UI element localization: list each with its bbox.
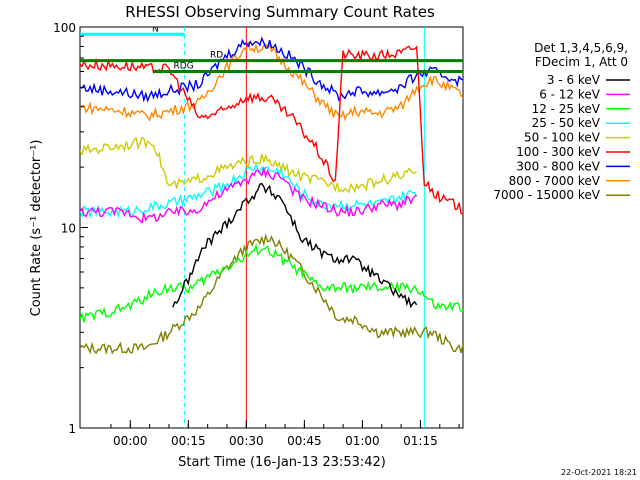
- legend: Det 1,3,4,5,6,9,FDecim 1, Att 0 3 - 6 keV…: [493, 41, 630, 202]
- plot-area: N RD RDG: [80, 24, 463, 428]
- legend-entry-label: 6 - 12 keV: [539, 87, 601, 101]
- legend-header-line: FDecim 1, Att 0: [535, 55, 628, 69]
- legend-entry-label: 3 - 6 keV: [547, 73, 601, 87]
- series-7000-15000-kev: [80, 233, 463, 356]
- legend-entry-label: 7000 - 15000 keV: [493, 188, 600, 202]
- y-tick-label: 100: [53, 21, 76, 35]
- legend-entry-label: 300 - 800 keV: [516, 159, 600, 173]
- overlay-label-n: N: [152, 24, 159, 34]
- legend-header-line: Det 1,3,4,5,6,9,: [534, 41, 628, 55]
- legend-entry-label: 25 - 50 keV: [532, 116, 601, 130]
- footer-date: 22-Oct-2021 18:21: [561, 468, 637, 477]
- series-3-6-kev: [172, 182, 418, 309]
- legend-entry-label: 50 - 100 keV: [524, 131, 601, 145]
- axes: 1 10 100 00:00 00:15 00:30 00:45 01:00 01:15: [53, 21, 460, 448]
- y-tick-label: 1: [68, 422, 76, 436]
- y-tick-label: 10: [61, 222, 76, 236]
- x-tick-label: 00:30: [229, 434, 264, 448]
- x-tick-label: 00:45: [287, 434, 322, 448]
- x-tick-label: 01:15: [403, 434, 438, 448]
- overlay-label-rd: RD: [210, 51, 223, 61]
- series-6-12-kev: [80, 165, 418, 225]
- series-800-7000-kev: [80, 41, 463, 122]
- overlay-label-rdg: RDG: [174, 61, 194, 71]
- x-tick-label: 01:00: [345, 434, 380, 448]
- series-300-800-kev: [80, 36, 463, 103]
- series-25-50-kev: [80, 162, 418, 220]
- x-tick-label: 00:00: [113, 434, 148, 448]
- series-50-100-kev: [80, 136, 418, 194]
- chart-title: RHESSI Observing Summary Count Rates: [125, 3, 435, 21]
- legend-entry-label: 800 - 7000 keV: [509, 174, 601, 188]
- legend-entry-label: 100 - 300 keV: [516, 145, 600, 159]
- y-axis-label: Count Rate (s⁻¹ detector⁻¹): [29, 140, 44, 317]
- series-100-300-kev: [80, 45, 463, 216]
- x-tick-label: 00:15: [171, 434, 206, 448]
- series-12-25-kev: [80, 243, 463, 323]
- x-axis-label: Start Time (16-Jan-13 23:53:42): [178, 455, 386, 470]
- legend-entry-label: 12 - 25 keV: [532, 102, 601, 116]
